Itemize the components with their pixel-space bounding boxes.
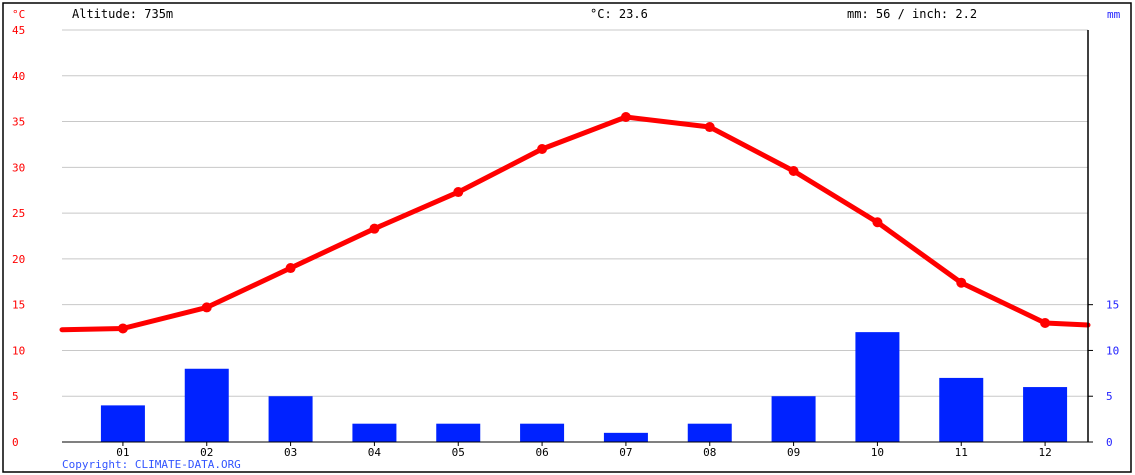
x-tick-label: 08: [703, 446, 716, 459]
left-tick-label: 30: [12, 161, 25, 174]
temperature-point: [872, 217, 883, 228]
x-tick-label: 11: [955, 446, 968, 459]
x-tick-label: 09: [787, 446, 800, 459]
temperature-series-line: [59, 114, 1091, 333]
precipitation-bar: [100, 405, 145, 442]
left-tick-label: 5: [12, 390, 19, 403]
left-tick-label: 40: [12, 70, 25, 83]
x-tick-label: 07: [619, 446, 632, 459]
right-axis-unit: mm: [1107, 8, 1121, 21]
temperature-point: [956, 277, 967, 288]
x-tick-label: 04: [368, 446, 382, 459]
left-tick-label: 45: [12, 24, 25, 37]
left-tick-label: 15: [12, 299, 25, 312]
temperature-point: [620, 111, 631, 122]
x-tick-label: 10: [871, 446, 884, 459]
gridlines: [62, 29, 1088, 397]
left-axis-ticks: 0 5 10 15 20 25 30 35 40 45: [12, 24, 25, 449]
x-tick-label: 05: [452, 446, 465, 459]
precipitation-bar: [687, 423, 732, 442]
x-tick-label: 01: [116, 446, 129, 459]
left-tick-label: 35: [12, 116, 25, 129]
precipitation-bar: [1023, 387, 1068, 442]
x-axis-ticks: 01 02 03 04 05 06 07 08 09 10 11 12: [116, 442, 1052, 459]
precipitation-bar: [771, 396, 816, 442]
left-tick-label: 25: [12, 207, 25, 220]
left-axis-unit: °C: [12, 8, 25, 21]
right-tick-label: 0: [1106, 436, 1113, 449]
altitude-label: Altitude: 735m: [72, 7, 173, 21]
copyright-text: Copyright: CLIMATE-DATA.ORG: [62, 458, 241, 471]
temperature-point: [369, 223, 380, 234]
precipitation-bar: [436, 423, 481, 442]
x-tick-label: 06: [535, 446, 548, 459]
right-tick-label: 15: [1106, 299, 1119, 312]
temperature-point: [453, 187, 464, 198]
precipitation-bar: [520, 423, 565, 442]
precipitation-bar: [184, 368, 229, 442]
precipitation-bar: [939, 377, 984, 442]
left-tick-label: 10: [12, 344, 25, 357]
precipitation-bars: [100, 332, 1068, 442]
precipitation-bar: [855, 332, 900, 442]
temperature-point: [1040, 317, 1051, 328]
precipitation-bar: [352, 423, 397, 442]
right-tick-label: 10: [1106, 344, 1119, 357]
right-axis-ticks: 0 5 10 15: [1088, 299, 1119, 449]
annual-precipitation-label: mm: 56 / inch: 2.2: [847, 7, 977, 21]
temperature-line: [59, 111, 1091, 334]
x-tick-label: 02: [200, 446, 213, 459]
temperature-point: [201, 302, 212, 313]
precipitation-bar: [268, 396, 313, 442]
temperature-point: [704, 122, 715, 133]
temperature-point: [285, 263, 296, 274]
x-tick-label: 03: [284, 446, 297, 459]
left-tick-label: 0: [12, 436, 19, 449]
temperature-point: [537, 144, 548, 155]
temperature-point: [788, 165, 799, 176]
temperature-point: [117, 323, 128, 334]
precipitation-bar: [603, 432, 648, 442]
average-temperature-label: °C: 23.6: [590, 7, 648, 21]
right-tick-label: 5: [1106, 390, 1113, 403]
x-tick-label: 12: [1038, 446, 1051, 459]
left-tick-label: 20: [12, 253, 25, 266]
